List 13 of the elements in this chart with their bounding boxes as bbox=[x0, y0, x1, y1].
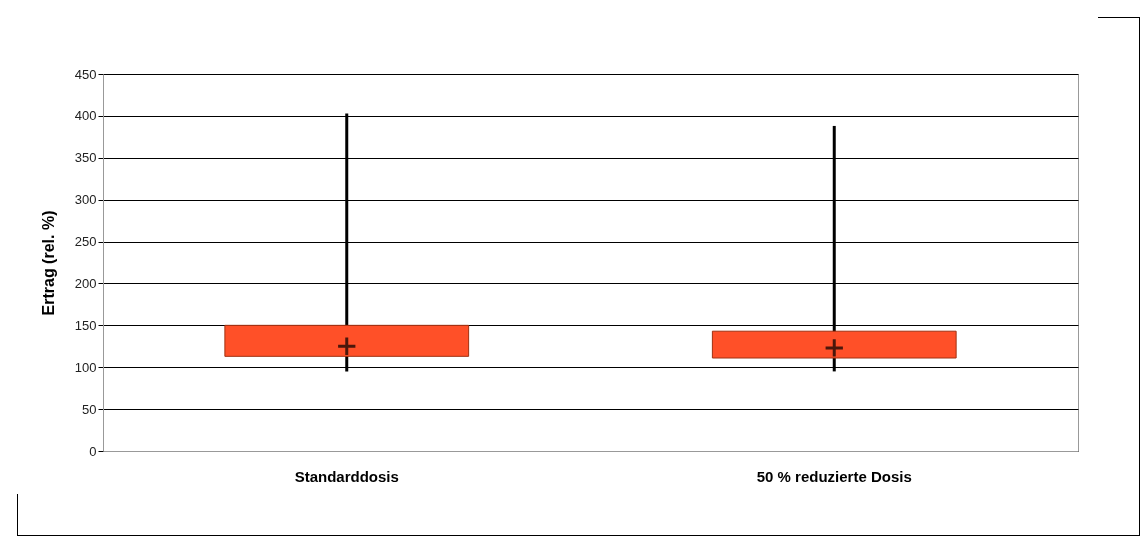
y-tick-label: 100 bbox=[74, 359, 97, 375]
y-axis-title: Ertrag (rel. %) bbox=[39, 210, 57, 316]
y-tick-label: 50 bbox=[82, 401, 97, 417]
x-tick-label: Standarddosis bbox=[294, 467, 399, 485]
y-tick-label: 450 bbox=[74, 66, 97, 82]
y-tick-label: 0 bbox=[89, 443, 97, 459]
y-tick-label: 250 bbox=[74, 234, 97, 250]
y-tick-label: 300 bbox=[74, 192, 97, 208]
y-tick-label: 150 bbox=[74, 317, 97, 333]
x-tick-label: 50 % reduzierte Dosis bbox=[756, 467, 912, 485]
y-tick-label: 350 bbox=[74, 150, 97, 166]
y-tick-label: 200 bbox=[74, 275, 97, 291]
y-tick-label: 400 bbox=[74, 108, 97, 124]
